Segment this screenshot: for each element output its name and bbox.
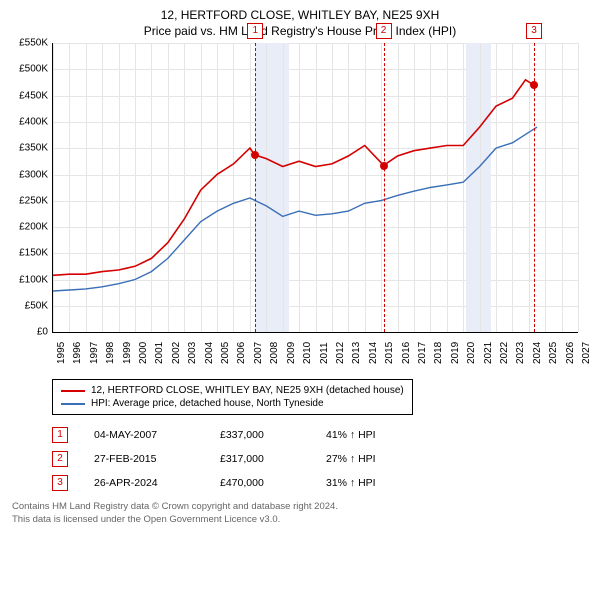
footer: Contains HM Land Registry data © Crown c… bbox=[12, 501, 588, 526]
transaction-badge: 1 bbox=[52, 427, 68, 443]
x-tick-label: 2000 bbox=[138, 342, 149, 364]
y-tick-label: £350K bbox=[12, 143, 48, 154]
plot-region: 123 bbox=[52, 43, 578, 333]
x-tick-label: 2011 bbox=[319, 343, 330, 365]
y-tick-label: £100K bbox=[12, 274, 48, 285]
marker-line bbox=[255, 43, 256, 332]
chart-container: 12, HERTFORD CLOSE, WHITLEY BAY, NE25 9X… bbox=[0, 0, 600, 590]
y-tick-label: £200K bbox=[12, 222, 48, 233]
x-tick-label: 2010 bbox=[302, 342, 313, 364]
marker-dot bbox=[251, 151, 259, 159]
x-tick-label: 2012 bbox=[335, 342, 346, 364]
transaction-hpi-delta: 27% ↑ HPI bbox=[326, 453, 416, 465]
x-tick-label: 2020 bbox=[466, 342, 477, 364]
marker-badge: 2 bbox=[376, 23, 392, 39]
transaction-badge: 3 bbox=[52, 475, 68, 491]
transaction-hpi-delta: 31% ↑ HPI bbox=[326, 477, 416, 489]
transaction-price: £470,000 bbox=[220, 477, 300, 489]
x-tick-label: 2021 bbox=[483, 342, 494, 364]
marker-badge: 3 bbox=[526, 23, 542, 39]
x-tick-label: 2007 bbox=[253, 342, 264, 364]
x-tick-label: 2013 bbox=[351, 342, 362, 364]
legend-label-hpi: HPI: Average price, detached house, Nort… bbox=[91, 398, 324, 409]
y-tick-label: £250K bbox=[12, 195, 48, 206]
title-subtitle: Price paid vs. HM Land Registry's House … bbox=[12, 24, 588, 40]
x-tick-label: 2014 bbox=[368, 342, 379, 364]
legend-item-property: 12, HERTFORD CLOSE, WHITLEY BAY, NE25 9X… bbox=[61, 384, 404, 397]
x-tick-label: 1996 bbox=[72, 342, 83, 364]
transaction-price: £317,000 bbox=[220, 453, 300, 465]
transaction-table: 1 04-MAY-2007 £337,000 41% ↑ HPI 2 27-FEB-201… bbox=[52, 423, 588, 495]
y-tick-label: £450K bbox=[12, 90, 48, 101]
transaction-row: 2 27-FEB-2015 £317,000 27% ↑ HPI bbox=[52, 447, 588, 471]
legend-swatch-property bbox=[61, 390, 85, 392]
x-tick-label: 1997 bbox=[89, 342, 100, 364]
marker-dot bbox=[530, 81, 538, 89]
x-tick-label: 2015 bbox=[384, 342, 395, 364]
transaction-row: 3 26-APR-2024 £470,000 31% ↑ HPI bbox=[52, 471, 588, 495]
x-tick-label: 2027 bbox=[581, 342, 592, 364]
legend-label-property: 12, HERTFORD CLOSE, WHITLEY BAY, NE25 9X… bbox=[91, 385, 404, 396]
title-address: 12, HERTFORD CLOSE, WHITLEY BAY, NE25 9X… bbox=[12, 8, 588, 24]
y-tick-label: £500K bbox=[12, 64, 48, 75]
x-tick-label: 2008 bbox=[269, 342, 280, 364]
x-tick-label: 2022 bbox=[499, 342, 510, 364]
marker-line bbox=[384, 43, 385, 332]
transaction-row: 1 04-MAY-2007 £337,000 41% ↑ HPI bbox=[52, 423, 588, 447]
transaction-price: £337,000 bbox=[220, 429, 300, 441]
gridline-v bbox=[578, 43, 579, 332]
x-tick-label: 2025 bbox=[548, 342, 559, 364]
transaction-date: 26-APR-2024 bbox=[94, 477, 194, 489]
y-tick-label: £150K bbox=[12, 248, 48, 259]
x-tick-label: 2016 bbox=[401, 342, 412, 364]
y-tick-label: £550K bbox=[12, 38, 48, 49]
legend: 12, HERTFORD CLOSE, WHITLEY BAY, NE25 9X… bbox=[52, 379, 413, 415]
x-tick-label: 1999 bbox=[122, 342, 133, 364]
y-tick-label: £0 bbox=[12, 327, 48, 338]
line-layer bbox=[53, 43, 578, 332]
transaction-badge: 2 bbox=[52, 451, 68, 467]
chart-area: £0 £50K £100K £150K £200K £250K £300K £350K £400… bbox=[12, 43, 588, 373]
x-tick-label: 1995 bbox=[56, 342, 67, 364]
footer-licence: This data is licensed under the Open Gov… bbox=[12, 514, 588, 526]
marker-dot bbox=[380, 162, 388, 170]
series-line-hpi bbox=[53, 127, 537, 291]
x-tick-label: 2002 bbox=[171, 342, 182, 364]
transaction-date: 04-MAY-2007 bbox=[94, 429, 194, 441]
marker-badge: 1 bbox=[247, 23, 263, 39]
footer-copyright: Contains HM Land Registry data © Crown c… bbox=[12, 501, 588, 513]
x-tick-label: 2019 bbox=[450, 342, 461, 364]
x-tick-label: 2003 bbox=[187, 342, 198, 364]
legend-swatch-hpi bbox=[61, 403, 85, 405]
x-tick-label: 2006 bbox=[236, 342, 247, 364]
x-tick-label: 2018 bbox=[433, 342, 444, 364]
series-line-property bbox=[53, 80, 534, 275]
transaction-hpi-delta: 41% ↑ HPI bbox=[326, 429, 416, 441]
x-tick-label: 2001 bbox=[154, 342, 165, 364]
legend-item-hpi: HPI: Average price, detached house, Nort… bbox=[61, 397, 404, 410]
x-tick-label: 2009 bbox=[286, 342, 297, 364]
x-tick-label: 2005 bbox=[220, 342, 231, 364]
y-tick-label: £400K bbox=[12, 117, 48, 128]
x-tick-label: 1998 bbox=[105, 342, 116, 364]
transaction-date: 27-FEB-2015 bbox=[94, 453, 194, 465]
chart-title: 12, HERTFORD CLOSE, WHITLEY BAY, NE25 9X… bbox=[12, 8, 588, 39]
y-tick-label: £50K bbox=[12, 300, 48, 311]
x-tick-label: 2004 bbox=[204, 342, 215, 364]
x-tick-label: 2026 bbox=[565, 342, 576, 364]
x-tick-label: 2024 bbox=[532, 342, 543, 364]
x-tick-label: 2023 bbox=[515, 342, 526, 364]
y-tick-label: £300K bbox=[12, 169, 48, 180]
x-tick-label: 2017 bbox=[417, 342, 428, 364]
